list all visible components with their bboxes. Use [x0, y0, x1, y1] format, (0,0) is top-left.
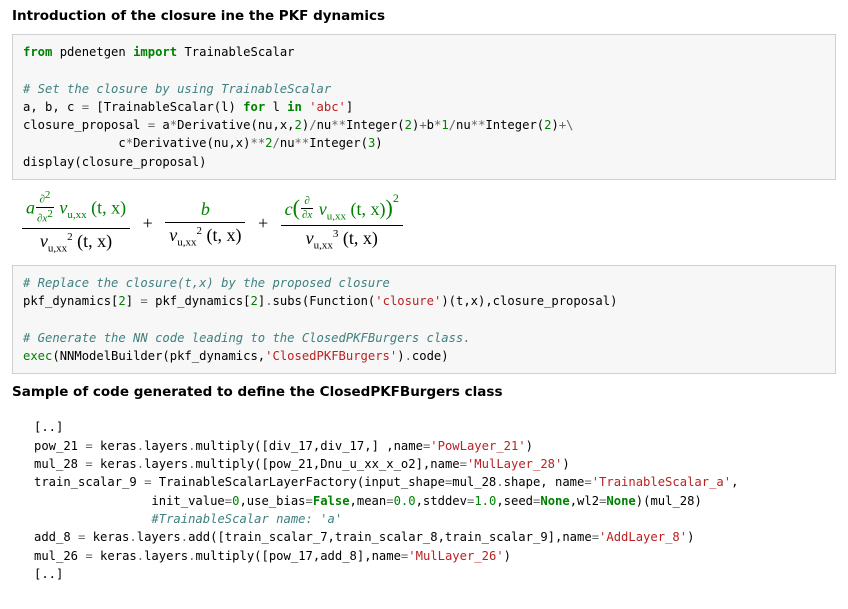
m: (t, x) [73, 231, 113, 251]
heading-intro: Introduction of the closure ine the PKF … [12, 8, 836, 24]
m: ∂x [302, 209, 312, 221]
code-block-3: [..] pow_21 = keras.layers.multiply([div… [12, 410, 836, 591]
math-output: a∂2∂x2 νu,xx (t, x) νu,xx2 (t, x) + b νu… [12, 186, 836, 265]
m: (t, x) [202, 225, 242, 245]
m: (t, x) [87, 197, 127, 217]
m: 2 [45, 189, 51, 201]
m: u,xx [67, 209, 86, 221]
math-a: a [26, 197, 35, 217]
m: 2 [47, 208, 53, 220]
m: u,xx [314, 240, 333, 252]
m: u,xx [48, 243, 67, 255]
m: ν [306, 228, 314, 248]
math-b: b [201, 199, 210, 219]
m: ∂ [304, 195, 309, 207]
m: ∂x [37, 212, 47, 224]
math-c: c [285, 199, 293, 219]
code-block-2: # Replace the closure(t,x) by the propos… [12, 265, 836, 374]
m: (t, x) [338, 228, 378, 248]
m: u,xx [177, 236, 196, 248]
plus-2: + [252, 213, 274, 234]
code-block-1: from pdenetgen import TrainableScalar # … [12, 34, 836, 180]
heading-sample: Sample of code generated to define the C… [12, 384, 836, 400]
m: u,xx [327, 211, 346, 223]
m: ν [40, 231, 48, 251]
m: ν [319, 199, 327, 219]
m: (t, x) [346, 199, 386, 219]
plus-1: + [137, 213, 159, 234]
m: 2 [393, 191, 399, 205]
